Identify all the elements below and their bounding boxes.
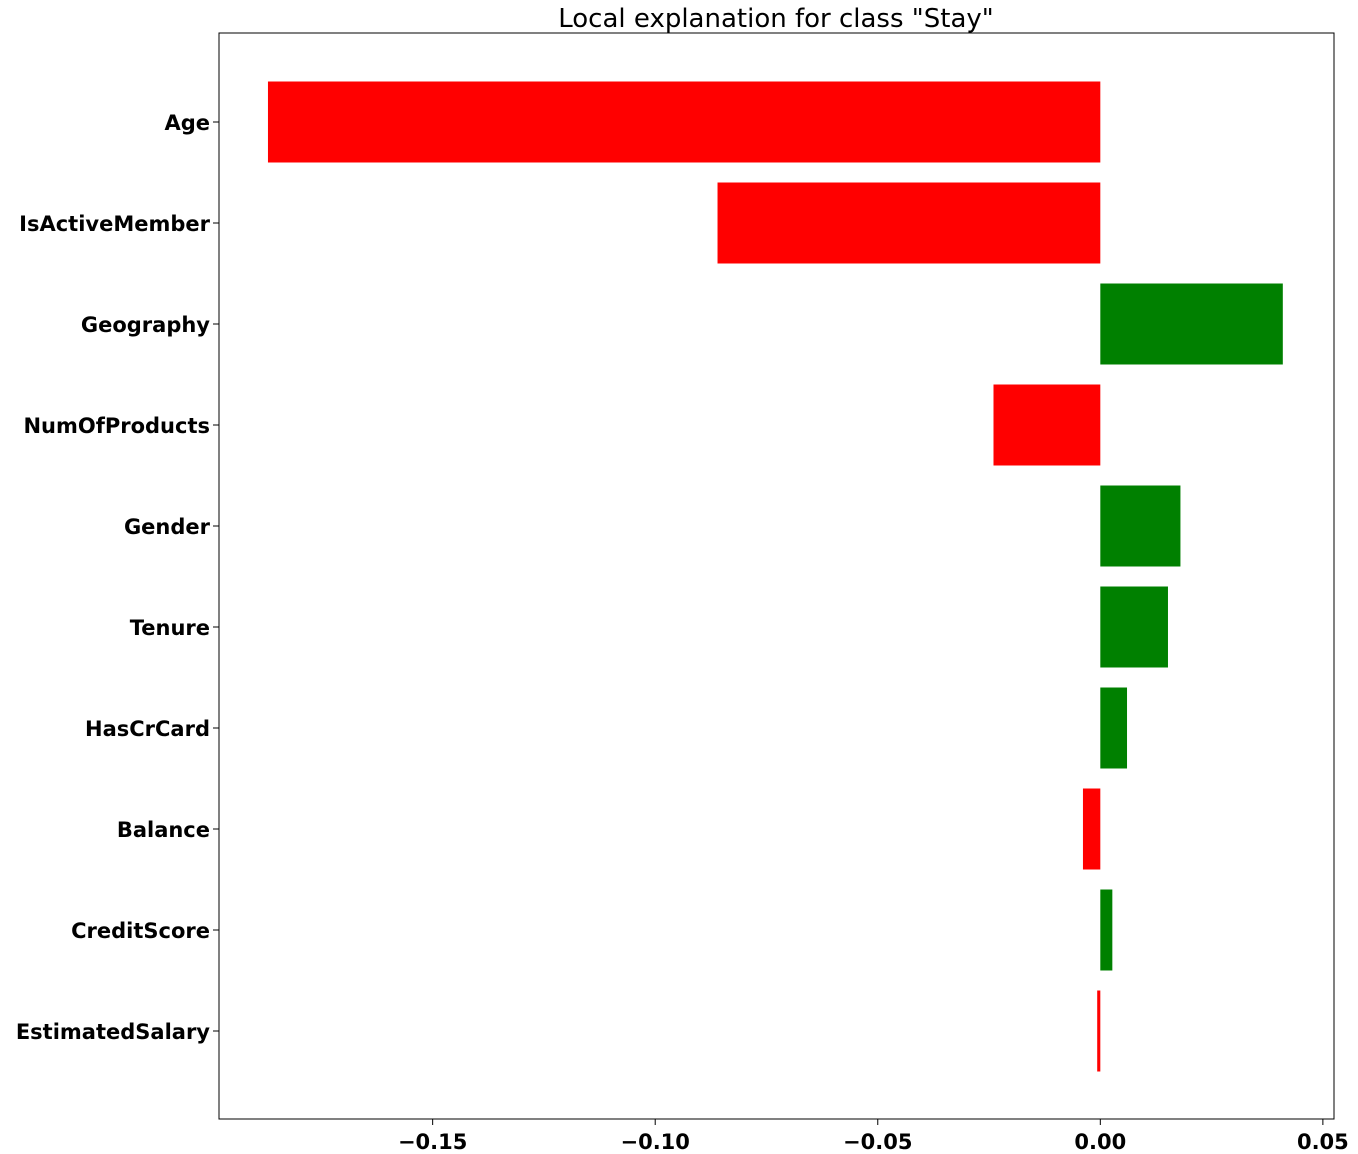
y-tick-label: NumOfProducts [23,414,210,438]
y-tick-label: Balance [117,818,210,842]
bar-balance [1082,788,1101,870]
x-ticks: −0.15 −0.10 −0.05 0.00 0.05 [398,1119,1349,1154]
x-tick-label: −0.05 [843,1130,912,1154]
bar-creditscore [1100,889,1113,971]
x-tick-label: 0.05 [1297,1130,1349,1154]
chart-title: Local explanation for class "Stay" [558,4,993,34]
bar-geography [1100,283,1283,365]
bar-age [267,81,1101,163]
y-tick-label: Age [164,111,210,135]
bar-numofproducts [993,384,1101,466]
y-tick-label: Tenure [130,616,210,640]
y-tick-label: EstimatedSalary [16,1020,210,1044]
y-tick-label: IsActiveMember [19,212,210,236]
x-tick-label: 0.00 [1074,1130,1126,1154]
y-tick-label: HasCrCard [85,717,210,741]
y-tick-label: Gender [124,515,211,539]
bar-isactivemember [717,182,1101,264]
bar-gender [1100,485,1181,567]
y-tick-label: Geography [81,313,210,337]
y-tick-labels: Age IsActiveMember Geography NumOfProducts G… [16,111,219,1044]
bar-tenure [1100,586,1168,668]
bar-hascrcard [1100,687,1128,769]
x-tick-label: −0.10 [620,1130,689,1154]
bars [267,81,1283,1072]
y-tick-label: CreditScore [71,919,210,943]
plot-frame [218,32,1335,1120]
x-tick-label: −0.15 [398,1130,467,1154]
bar-estimatedsalary [1097,990,1101,1072]
